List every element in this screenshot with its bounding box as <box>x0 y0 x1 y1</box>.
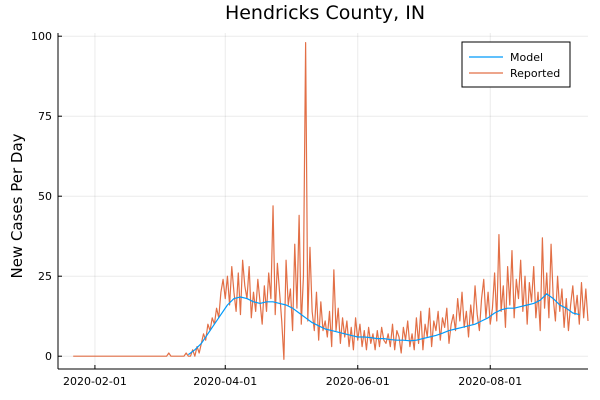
y-tick-label: 75 <box>38 110 52 123</box>
series-line-model <box>187 293 580 356</box>
x-tick-label: 2020-02-01 <box>63 375 127 388</box>
y-tick-label: 100 <box>31 30 52 43</box>
series-lines <box>73 41 589 360</box>
legend: Model Reported <box>461 41 571 88</box>
y-tick-label: 0 <box>45 350 52 363</box>
x-tick-label: 2020-04-01 <box>193 375 257 388</box>
y-tick-label: 25 <box>38 270 52 283</box>
x-tick-label: 2020-06-01 <box>326 375 390 388</box>
y-tick-label: 50 <box>38 190 52 203</box>
legend-label-reported: Reported <box>510 67 560 80</box>
y-axis-label: New Cases Per Day <box>8 133 26 278</box>
legend-label-model: Model <box>510 51 543 64</box>
axes: 0 25 50 75 100 2020-02-01 2020-04-01 2020-06-01… <box>31 30 588 388</box>
chart-title: Hendricks County, IN <box>225 2 425 24</box>
x-tick-label: 2020-08-01 <box>458 375 522 388</box>
legend-box <box>461 41 571 88</box>
series-line-reported <box>73 41 589 360</box>
